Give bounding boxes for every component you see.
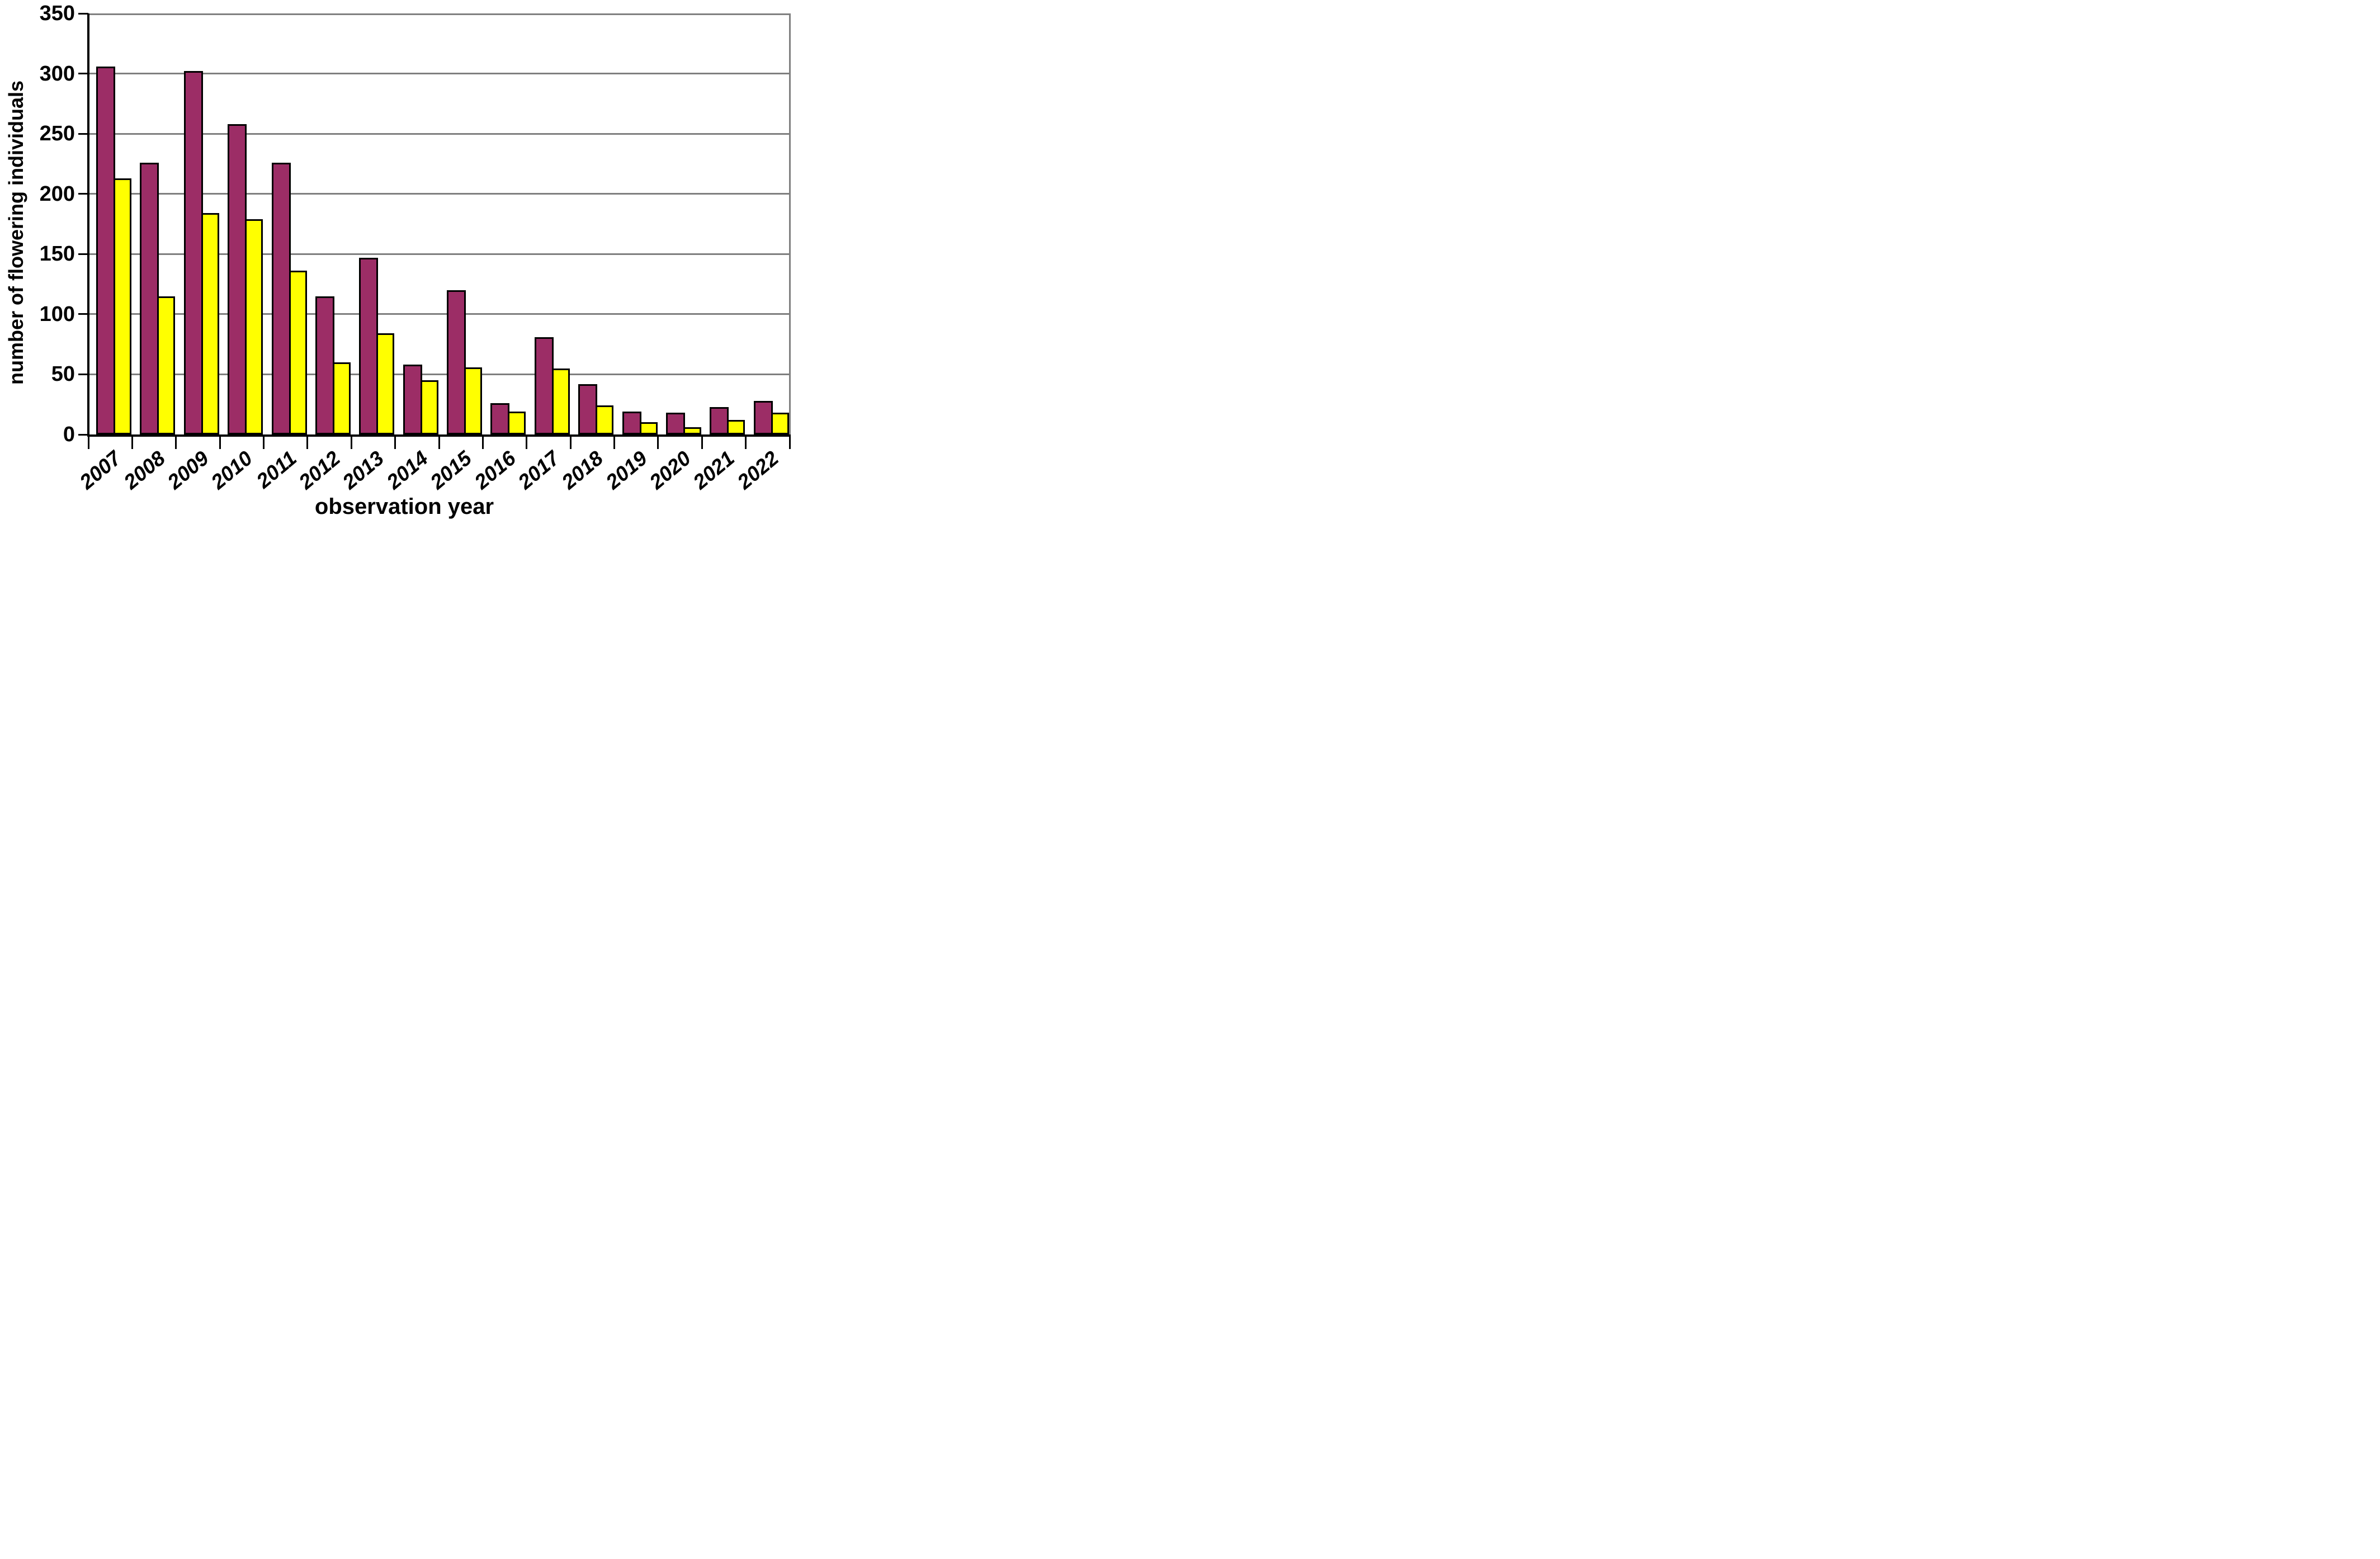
y-tick-label: 200 <box>39 182 75 206</box>
y-axis-tick <box>78 12 88 15</box>
y-tick-label: 100 <box>39 302 75 326</box>
purple-bar-2014 <box>403 365 422 434</box>
gridline <box>89 373 789 375</box>
purple-bar-2015 <box>447 290 466 434</box>
x-axis-tick <box>526 437 528 449</box>
purple-bar-2007 <box>96 67 115 434</box>
gridline <box>89 73 789 75</box>
y-axis-tick <box>78 253 88 255</box>
purple-bar-2022 <box>753 401 773 434</box>
y-tick-label: 50 <box>51 362 75 386</box>
purple-bar-2011 <box>271 163 291 434</box>
purple-bar-2010 <box>228 124 247 434</box>
yellow-bar-2018 <box>596 405 614 434</box>
yellow-bar-2022 <box>771 413 789 434</box>
yellow-bar-2016 <box>508 412 526 434</box>
x-axis-tick <box>613 437 615 449</box>
y-tick-label: 300 <box>39 62 75 86</box>
gridline <box>89 253 789 255</box>
x-axis-tick <box>657 437 659 449</box>
x-axis-tick <box>394 437 396 449</box>
y-tick-label: 250 <box>39 122 75 146</box>
purple-bar-2019 <box>622 412 641 434</box>
x-axis-tick <box>219 437 221 449</box>
yellow-bar-2020 <box>683 427 701 434</box>
purple-bar-2012 <box>315 296 334 434</box>
y-axis-tick <box>78 73 88 75</box>
yellow-bar-2014 <box>420 380 438 434</box>
x-axis-tick <box>306 437 309 449</box>
x-axis-tick <box>745 437 747 449</box>
x-axis-tick <box>569 437 572 449</box>
yellow-bar-2015 <box>464 367 482 434</box>
yellow-bar-2010 <box>245 219 263 434</box>
gridline <box>89 313 789 315</box>
yellow-bar-2008 <box>157 296 176 434</box>
purple-bar-2013 <box>359 258 379 434</box>
yellow-bar-2013 <box>376 333 395 434</box>
y-axis-tick <box>78 193 88 195</box>
purple-bar-2018 <box>578 384 598 434</box>
y-tick-label: 0 <box>63 423 75 446</box>
plot-right-border <box>789 13 791 436</box>
x-axis-line <box>87 434 791 437</box>
gridline <box>89 193 789 195</box>
yellow-bar-2012 <box>332 362 351 434</box>
x-axis-tick <box>350 437 352 449</box>
yellow-bar-2009 <box>201 213 219 434</box>
y-tick-label: 150 <box>39 242 75 266</box>
purple-bar-2017 <box>534 337 554 434</box>
y-axis-tick <box>78 373 88 375</box>
x-axis-tick <box>788 437 791 449</box>
y-axis-line <box>87 13 89 437</box>
y-axis-tick <box>78 433 88 436</box>
purple-bar-2008 <box>140 163 159 434</box>
x-axis-tick <box>263 437 265 449</box>
plot-area: 0 50 100 150 200 250 300 350 2007 2008 2009 2010 201… <box>0 0 794 519</box>
x-axis-tick <box>131 437 133 449</box>
purple-bar-2020 <box>665 413 685 434</box>
bar-chart: number of flowering individuals observat… <box>0 0 794 519</box>
gridline <box>89 133 789 135</box>
x-axis-tick <box>481 437 484 449</box>
yellow-bar-2021 <box>727 420 745 434</box>
y-axis-tick <box>78 313 88 315</box>
yellow-bar-2011 <box>289 271 307 434</box>
x-axis-tick <box>438 437 440 449</box>
yellow-bar-2007 <box>114 178 131 434</box>
plot-top-border <box>88 13 791 15</box>
yellow-bar-2019 <box>639 422 658 434</box>
x-axis-title: observation year <box>314 494 494 519</box>
purple-bar-2021 <box>710 407 729 434</box>
yellow-bar-2017 <box>551 369 570 434</box>
y-tick-label: 350 <box>39 2 75 25</box>
x-axis-tick <box>87 437 89 449</box>
x-axis-tick <box>175 437 177 449</box>
purple-bar-2009 <box>183 71 203 434</box>
y-axis-tick <box>78 133 88 135</box>
x-axis-tick <box>701 437 703 449</box>
purple-bar-2016 <box>490 403 510 434</box>
